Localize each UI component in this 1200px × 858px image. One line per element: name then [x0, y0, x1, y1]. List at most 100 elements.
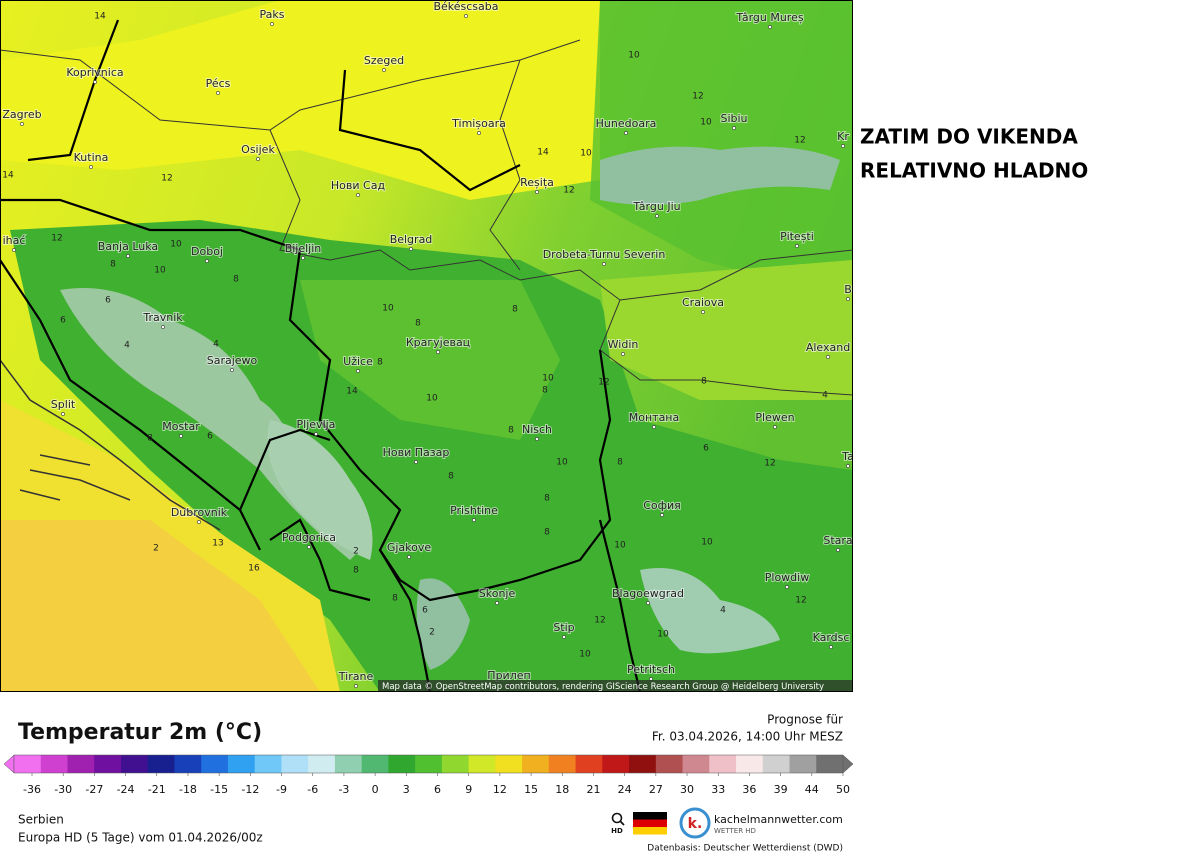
isotherm-label: 8	[544, 494, 550, 504]
colorbar-tick-label: 3	[403, 783, 410, 796]
city-label: Dubrovnik	[171, 506, 228, 519]
city-label: Zagreb	[2, 108, 41, 121]
colorbar-swatch	[789, 755, 817, 773]
city-dot	[179, 434, 183, 438]
city-label: Prishtine	[450, 504, 498, 517]
colorbar-tick-label: 39	[774, 783, 788, 796]
city-dot	[216, 91, 220, 95]
city-label: Pécs	[206, 77, 231, 90]
border	[379, 549, 432, 692]
city-dot	[270, 22, 274, 26]
data-source: Datenbasis: Deutscher Wetterdienst (DWD)	[647, 844, 843, 854]
isotherm-label: 8	[110, 260, 116, 270]
city-label: ihać	[3, 234, 26, 247]
isotherm-label: 10	[382, 304, 394, 314]
colorbar-tick-label: 27	[649, 783, 663, 796]
isotherm-label: 14	[94, 12, 106, 22]
city-label: Podgorica	[282, 531, 336, 544]
city-label: Plewen	[755, 411, 794, 424]
city-dot	[382, 68, 386, 72]
isotherm-label: 10	[614, 541, 626, 551]
isotherm-label: 6	[60, 316, 66, 326]
colorbar-end	[3, 754, 15, 774]
colorbar-swatch	[40, 755, 68, 773]
isotherm-label: 10	[701, 538, 713, 548]
city-label: Craiova	[682, 296, 724, 309]
colorbar-swatch	[709, 755, 737, 773]
city-label: Alexand	[806, 341, 850, 354]
isotherm-label: 10	[580, 149, 592, 159]
city-label: Osijek	[241, 143, 275, 156]
city-label: Doboj	[191, 245, 223, 258]
colorbar-swatch	[201, 755, 229, 773]
brand-logo	[679, 807, 711, 839]
city-label: Travnik	[142, 311, 183, 324]
isotherm-label: 12	[51, 234, 62, 244]
colorbar-swatch	[495, 755, 523, 773]
isotherm-label: 10	[700, 118, 712, 128]
isotherm-label: 16	[248, 564, 260, 574]
mountains	[640, 568, 780, 654]
isotherm-label: 8	[353, 566, 359, 576]
colorbar-tick-label: -36	[23, 783, 41, 796]
green-region	[300, 280, 560, 440]
colorbar-tick-label: 12	[493, 783, 507, 796]
city-dot	[314, 432, 318, 436]
border	[288, 249, 612, 602]
city-dot	[701, 310, 705, 314]
hd-icon[interactable]: HD	[611, 812, 625, 836]
border	[0, 198, 301, 252]
isotherm-label: 8	[542, 386, 548, 396]
city-dot	[624, 131, 628, 135]
colorbar-tick-label: -15	[210, 783, 228, 796]
isotherm-label: 4	[124, 341, 130, 351]
isotherm-label: 6	[422, 606, 428, 616]
colorbar-tick-label: -18	[179, 783, 197, 796]
attribution-box	[378, 680, 853, 692]
city-label: Banja Luka	[98, 240, 158, 253]
colorbar-swatch	[575, 755, 603, 773]
colorbar-tick-label: 24	[618, 783, 632, 796]
coastline	[0, 359, 221, 531]
isotherm-label: 10	[556, 458, 568, 468]
city-label: Монтана	[629, 411, 680, 424]
city-label: Târgu Mureș	[735, 11, 803, 24]
colorbar-swatch	[174, 755, 202, 773]
city-dot	[785, 585, 789, 589]
city-label: Прилеп	[487, 669, 530, 682]
isotherm-label: 4	[822, 391, 828, 401]
isotherm-label: 2	[153, 544, 159, 554]
city-label: Užice	[343, 355, 373, 368]
city-label: Blagoewgrad	[612, 587, 684, 600]
colorbar-swatch	[602, 755, 630, 773]
city-dot	[655, 214, 659, 218]
isotherm-label: 10	[154, 266, 166, 276]
city-label: Mostar	[162, 420, 200, 433]
isotherm-label: 8	[512, 305, 518, 315]
isotherm-label: 10	[579, 650, 591, 660]
city-dot	[829, 645, 833, 649]
isotherm-label: 10	[628, 51, 640, 61]
colorbar-swatch	[227, 755, 256, 773]
colorbar-swatch	[548, 755, 577, 773]
isotherm-label: 8	[617, 458, 623, 468]
city-label: Szeged	[364, 54, 404, 67]
city-dot	[205, 259, 209, 263]
city-label: Gjakove	[387, 541, 432, 554]
brand-name: kachelmannwetter.com	[714, 813, 843, 826]
colorbar-tick-label: 33	[711, 783, 725, 796]
legend-title: Temperatur 2m (°C)	[18, 720, 262, 745]
city-dot	[12, 248, 16, 252]
city-label: Târgu Jiu	[632, 200, 680, 213]
isotherm-label: 8	[508, 426, 514, 436]
colorbar: -36 -30 -27 -24 -21 -18 -15 -12 -9 -6 -3 0 3 6 9 12 15 18…	[3, 754, 854, 796]
colorbar-swatch	[254, 755, 282, 773]
isotherm-label: 10	[426, 394, 438, 404]
city-dot	[230, 368, 234, 372]
city-label: Sibiu	[720, 112, 747, 125]
colorbar-tick-label: -12	[241, 783, 259, 796]
city-label: Békéscsaba	[433, 0, 498, 13]
colorbar-tick-label: -21	[148, 783, 166, 796]
city-label: B	[844, 283, 852, 296]
